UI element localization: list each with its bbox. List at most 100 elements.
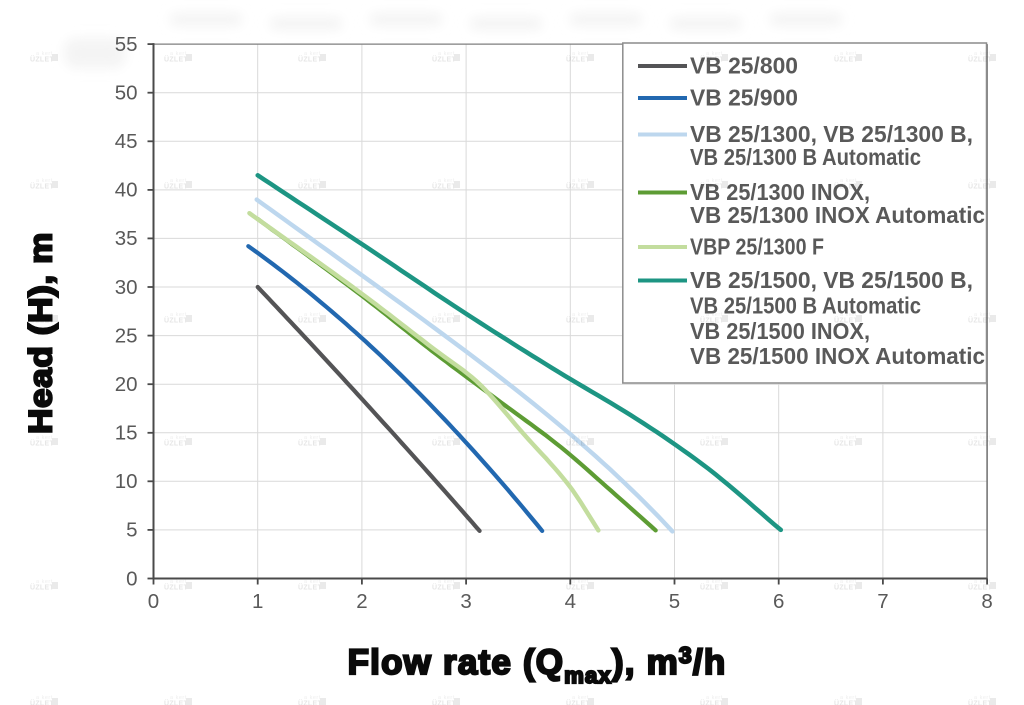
svg-text:ÜZLET: ÜZLET <box>164 316 188 325</box>
svg-text:a kert: a kert <box>974 435 991 441</box>
svg-text:ÜZLET: ÜZLET <box>834 316 858 325</box>
svg-text:ÜZLET: ÜZLET <box>700 316 724 325</box>
svg-text:4: 4 <box>565 590 576 613</box>
svg-text:ÜZLET: ÜZLET <box>566 583 590 592</box>
svg-text:a kert: a kert <box>706 695 723 701</box>
svg-text:a kert: a kert <box>706 435 723 441</box>
svg-text:5: 5 <box>126 519 137 542</box>
svg-text:ÜZLET: ÜZLET <box>968 182 992 191</box>
svg-text:a kert: a kert <box>304 435 321 441</box>
svg-text:a kert: a kert <box>840 695 857 701</box>
svg-text:a kert: a kert <box>36 695 53 701</box>
svg-text:ÜZLET: ÜZLET <box>700 439 724 448</box>
svg-text:ÜZLET: ÜZLET <box>30 55 54 64</box>
svg-text:ÜZLET: ÜZLET <box>834 583 858 592</box>
svg-text:ÜZLET: ÜZLET <box>968 316 992 325</box>
svg-text:a kert: a kert <box>36 579 53 585</box>
svg-text:VB 25/1300 B Automatic: VB 25/1300 B Automatic <box>690 144 921 170</box>
svg-text:a kert: a kert <box>170 178 187 184</box>
svg-text:VB 25/1300 INOX,: VB 25/1300 INOX, <box>690 179 870 205</box>
svg-text:ÜZLET: ÜZLET <box>968 439 992 448</box>
svg-text:a kert: a kert <box>304 579 321 585</box>
svg-text:ÜZLET: ÜZLET <box>30 182 54 191</box>
svg-text:a kert: a kert <box>170 51 187 57</box>
svg-text:40: 40 <box>115 179 138 202</box>
svg-text:a kert: a kert <box>36 178 53 184</box>
svg-text:25: 25 <box>115 324 138 347</box>
svg-text:a kert: a kert <box>438 178 455 184</box>
svg-text:3: 3 <box>460 590 471 613</box>
svg-text:VB 25/900: VB 25/900 <box>690 85 798 111</box>
svg-text:a kert: a kert <box>706 579 723 585</box>
svg-text:VB 25/1500 INOX,: VB 25/1500 INOX, <box>690 318 870 344</box>
svg-text:ÜZLET: ÜZLET <box>834 182 858 191</box>
svg-text:ÜZLET: ÜZLET <box>566 182 590 191</box>
svg-text:a kert: a kert <box>572 435 589 441</box>
svg-text:Flow rate (Qmax), m3/h: Flow rate (Qmax), m3/h <box>348 642 727 688</box>
svg-text:ÜZLET: ÜZLET <box>700 55 724 64</box>
svg-text:VB 25/1300 INOX Automatic: VB 25/1300 INOX Automatic <box>690 202 985 228</box>
svg-text:ÜZLET: ÜZLET <box>298 699 322 705</box>
svg-text:a kert: a kert <box>840 312 857 318</box>
svg-text:10: 10 <box>115 470 138 493</box>
svg-text:ÜZLET: ÜZLET <box>834 699 858 705</box>
svg-text:ÜZLET: ÜZLET <box>30 699 54 705</box>
svg-text:a kert: a kert <box>974 178 991 184</box>
svg-text:a kert: a kert <box>974 695 991 701</box>
svg-text:1: 1 <box>252 590 263 613</box>
svg-text:a kert: a kert <box>438 435 455 441</box>
svg-text:ÜZLET: ÜZLET <box>432 182 456 191</box>
svg-text:30: 30 <box>115 276 138 299</box>
svg-text:ÜZLET: ÜZLET <box>566 55 590 64</box>
svg-text:ÜZLET: ÜZLET <box>30 583 54 592</box>
svg-text:ÜZLET: ÜZLET <box>834 55 858 64</box>
svg-text:0: 0 <box>126 567 137 590</box>
svg-text:ÜZLET: ÜZLET <box>298 316 322 325</box>
svg-text:50: 50 <box>115 82 138 105</box>
svg-text:ÜZLET: ÜZLET <box>164 583 188 592</box>
svg-text:0: 0 <box>148 590 159 613</box>
svg-text:ÜZLET: ÜZLET <box>700 583 724 592</box>
svg-text:a kert: a kert <box>840 579 857 585</box>
svg-text:VB 25/1500, VB 25/1500 B,: VB 25/1500, VB 25/1500 B, <box>690 267 973 293</box>
svg-text:a kert: a kert <box>974 51 991 57</box>
svg-text:ÜZLET: ÜZLET <box>834 439 858 448</box>
svg-text:VB 25/1300, VB 25/1300 B,: VB 25/1300, VB 25/1300 B, <box>690 121 973 147</box>
svg-text:a kert: a kert <box>706 178 723 184</box>
svg-text:ÜZLET: ÜZLET <box>298 583 322 592</box>
svg-text:a kert: a kert <box>36 435 53 441</box>
svg-text:20: 20 <box>115 373 138 396</box>
svg-text:a kert: a kert <box>438 695 455 701</box>
svg-text:ÜZLET: ÜZLET <box>298 439 322 448</box>
svg-text:a kert: a kert <box>974 312 991 318</box>
svg-text:a kert: a kert <box>438 579 455 585</box>
svg-text:ÜZLET: ÜZLET <box>968 583 992 592</box>
svg-text:a kert: a kert <box>840 435 857 441</box>
svg-text:a kert: a kert <box>170 312 187 318</box>
svg-text:ÜZLET: ÜZLET <box>432 583 456 592</box>
svg-text:15: 15 <box>115 422 138 445</box>
svg-text:ÜZLET: ÜZLET <box>432 699 456 705</box>
svg-text:55: 55 <box>115 33 138 56</box>
svg-text:ÜZLET: ÜZLET <box>432 439 456 448</box>
svg-text:7: 7 <box>877 590 888 613</box>
svg-text:5: 5 <box>669 590 680 613</box>
svg-text:ÜZLET: ÜZLET <box>30 316 54 325</box>
svg-text:ÜZLET: ÜZLET <box>30 439 54 448</box>
svg-text:a kert: a kert <box>438 312 455 318</box>
svg-text:a kert: a kert <box>840 51 857 57</box>
svg-text:ÜZLET: ÜZLET <box>432 316 456 325</box>
svg-text:a kert: a kert <box>36 51 53 57</box>
svg-text:ÜZLET: ÜZLET <box>700 182 724 191</box>
svg-text:a kert: a kert <box>572 579 589 585</box>
svg-text:VB 25/1500 INOX Automatic: VB 25/1500 INOX Automatic <box>690 343 985 369</box>
svg-text:ÜZLET: ÜZLET <box>700 699 724 705</box>
svg-text:a kert: a kert <box>974 579 991 585</box>
svg-text:ÜZLET: ÜZLET <box>566 316 590 325</box>
svg-text:ÜZLET: ÜZLET <box>298 182 322 191</box>
svg-text:ÜZLET: ÜZLET <box>968 55 992 64</box>
svg-text:a kert: a kert <box>706 51 723 57</box>
svg-text:a kert: a kert <box>304 312 321 318</box>
svg-text:a kert: a kert <box>36 312 53 318</box>
svg-text:a kert: a kert <box>706 312 723 318</box>
